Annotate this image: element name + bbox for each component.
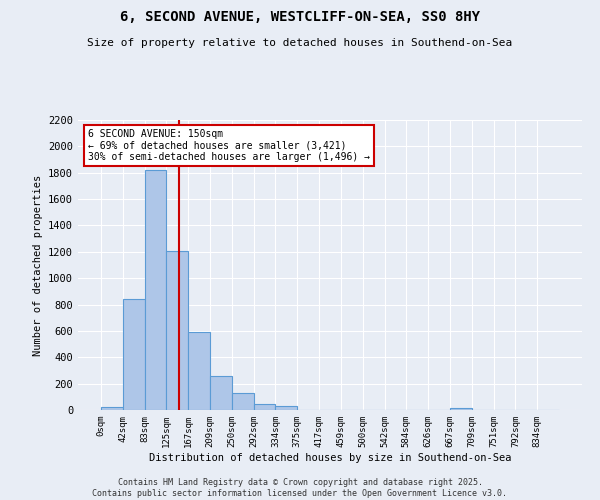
Bar [275,406,297,410]
Text: Contains HM Land Registry data © Crown copyright and database right 2025.
Contai: Contains HM Land Registry data © Crown c… [92,478,508,498]
Bar [232,393,254,410]
Bar [210,376,232,410]
Text: 6 SECOND AVENUE: 150sqm
← 69% of detached houses are smaller (3,421)
30% of semi: 6 SECOND AVENUE: 150sqm ← 69% of detache… [88,128,370,162]
Bar [101,406,123,410]
X-axis label: Distribution of detached houses by size in Southend-on-Sea: Distribution of detached houses by size … [149,452,511,462]
Bar [145,170,166,410]
Text: Size of property relative to detached houses in Southend-on-Sea: Size of property relative to detached ho… [88,38,512,48]
Bar [254,404,275,410]
Bar [188,332,210,410]
Y-axis label: Number of detached properties: Number of detached properties [32,174,43,356]
Bar [166,250,188,410]
Bar [123,300,145,410]
Bar [450,408,472,410]
Text: 6, SECOND AVENUE, WESTCLIFF-ON-SEA, SS0 8HY: 6, SECOND AVENUE, WESTCLIFF-ON-SEA, SS0 … [120,10,480,24]
